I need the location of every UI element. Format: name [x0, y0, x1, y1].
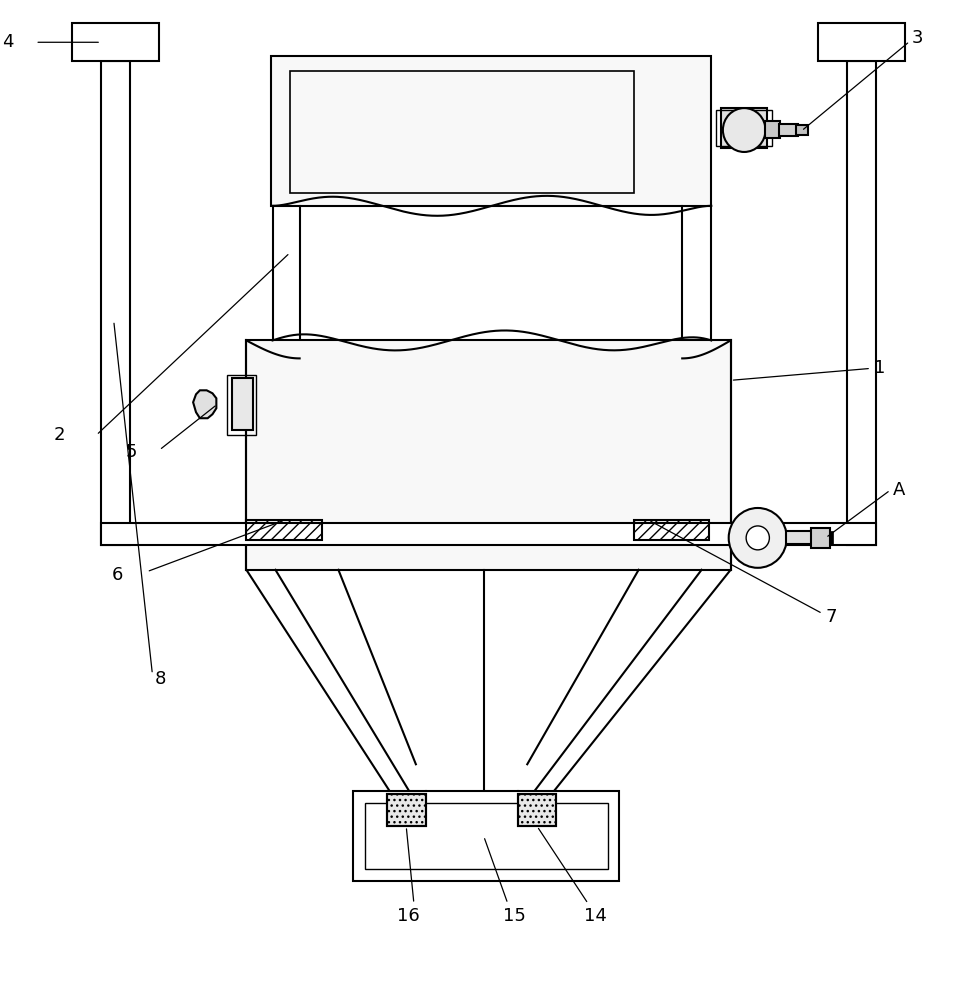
Bar: [633, 520, 709, 540]
Bar: [517, 794, 556, 826]
Bar: [227, 375, 256, 435]
Text: 3: 3: [911, 29, 922, 47]
Bar: [764, 121, 779, 138]
Text: 14: 14: [584, 907, 606, 925]
Bar: [246, 520, 322, 540]
Text: 2: 2: [54, 426, 66, 444]
Text: 5: 5: [125, 443, 137, 461]
Bar: [810, 528, 829, 548]
Bar: [72, 23, 159, 61]
Bar: [386, 794, 425, 826]
Bar: [232, 378, 253, 430]
Bar: [101, 523, 875, 545]
Bar: [386, 794, 425, 826]
Circle shape: [728, 508, 786, 568]
Bar: [715, 110, 772, 146]
Bar: [720, 108, 767, 148]
Text: 16: 16: [396, 907, 419, 925]
Bar: [289, 71, 633, 193]
Text: A: A: [893, 481, 905, 499]
Bar: [270, 56, 711, 206]
Bar: [796, 125, 807, 135]
Bar: [364, 803, 607, 869]
Bar: [352, 791, 619, 881]
Text: 8: 8: [155, 671, 165, 689]
Bar: [846, 61, 875, 545]
Text: 7: 7: [824, 608, 836, 626]
Bar: [785, 531, 812, 544]
Circle shape: [745, 526, 769, 550]
Text: 4: 4: [2, 33, 14, 51]
Bar: [101, 61, 130, 545]
Bar: [778, 124, 798, 136]
Text: 1: 1: [873, 359, 884, 377]
Bar: [246, 340, 730, 570]
Polygon shape: [193, 390, 216, 418]
Bar: [817, 23, 904, 61]
Circle shape: [722, 108, 765, 152]
Text: 6: 6: [111, 566, 123, 584]
Text: 15: 15: [503, 907, 525, 925]
Bar: [828, 531, 832, 544]
Bar: [517, 794, 556, 826]
